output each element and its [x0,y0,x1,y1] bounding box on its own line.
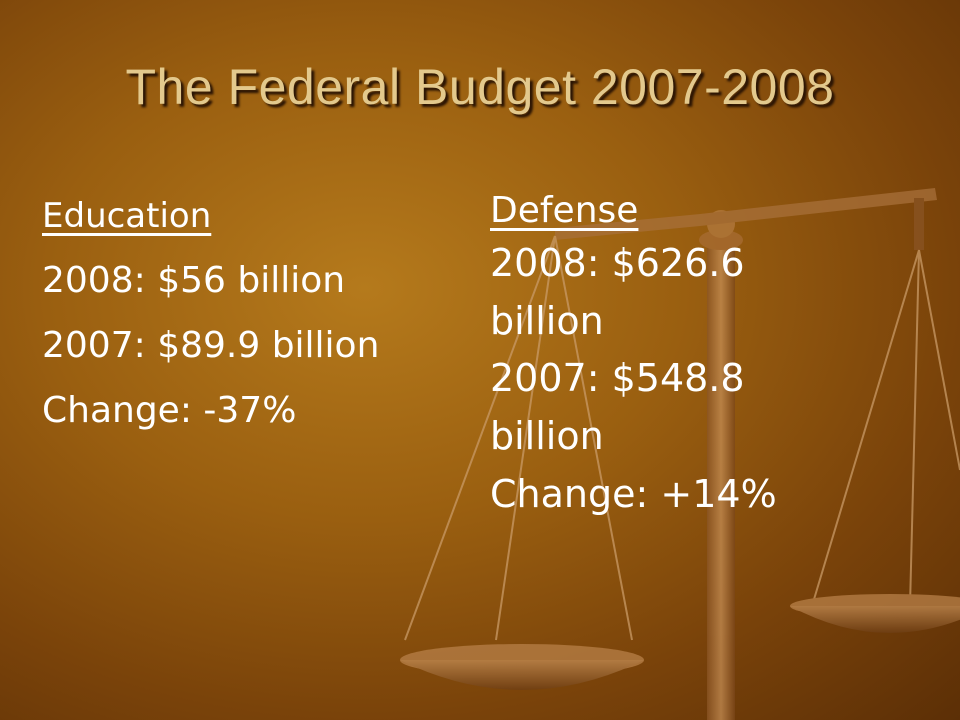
education-change: Change: -37% [42,390,297,432]
defense-2007-unit: billion [490,414,604,459]
defense-heading: Defense [490,190,639,231]
defense-change: Change: +14% [490,471,777,516]
education-2007: 2007: $89.9 billion [42,324,380,366]
education-block: Education 2008: $56 billion 2007: $89.9 … [42,196,379,454]
education-heading: Education [42,196,212,236]
defense-block: Defense 2008: $626.6 billion 2007: $548.… [490,188,850,524]
education-2008: 2008: $56 billion [42,259,346,301]
defense-2008: 2008: $626.6 [490,240,745,285]
slide-title: The Federal Budget 2007-2008 [125,59,835,115]
defense-2008-unit: billion [490,298,604,343]
defense-2007: 2007: $548.8 [490,356,745,401]
